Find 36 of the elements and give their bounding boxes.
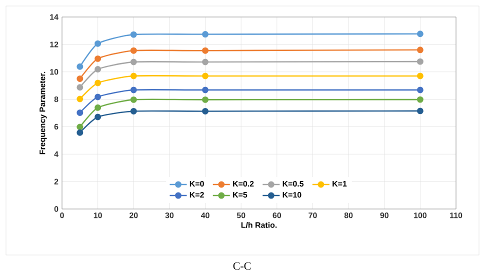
point [416, 72, 424, 80]
point [130, 86, 137, 94]
point [202, 31, 209, 38]
point [416, 58, 424, 65]
point [130, 47, 137, 54]
point [416, 86, 424, 94]
point [76, 96, 84, 102]
point [202, 86, 209, 94]
point [130, 58, 137, 66]
point [130, 96, 137, 103]
point [76, 109, 84, 116]
point [202, 108, 209, 114]
point [416, 30, 424, 38]
text: C-C [233, 262, 251, 270]
point [94, 104, 102, 111]
point [202, 47, 209, 54]
point [76, 75, 84, 82]
point [94, 40, 102, 47]
point [94, 80, 102, 86]
point [202, 72, 209, 80]
point [130, 31, 137, 38]
point [130, 108, 137, 114]
point [76, 84, 84, 91]
point [130, 72, 137, 80]
point [416, 96, 424, 103]
point [416, 108, 424, 114]
point [202, 58, 209, 66]
point [76, 63, 84, 70]
point [416, 46, 424, 54]
point [202, 96, 209, 103]
point [76, 129, 84, 136]
point [94, 66, 102, 72]
point [94, 114, 102, 120]
point [76, 124, 84, 130]
point [94, 94, 102, 100]
point [94, 55, 102, 62]
